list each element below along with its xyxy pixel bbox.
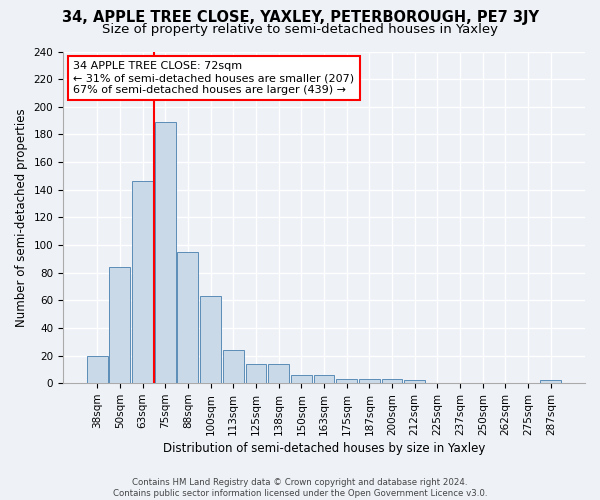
Bar [87,356,107,383]
Text: 34 APPLE TREE CLOSE: 72sqm
← 31% of semi-detached houses are smaller (207)
67% o: 34 APPLE TREE CLOSE: 72sqm ← 31% of semi… [73,62,355,94]
Bar [132,182,153,383]
Bar [314,375,334,383]
Bar [268,364,289,383]
Text: 34, APPLE TREE CLOSE, YAXLEY, PETERBOROUGH, PE7 3JY: 34, APPLE TREE CLOSE, YAXLEY, PETERBOROU… [62,10,539,25]
Bar [541,380,561,383]
Bar [245,364,266,383]
Bar [200,296,221,383]
Bar [336,379,357,383]
Bar [155,122,176,383]
Bar [404,380,425,383]
Text: Contains HM Land Registry data © Crown copyright and database right 2024.
Contai: Contains HM Land Registry data © Crown c… [113,478,487,498]
Bar [382,379,403,383]
Bar [359,379,380,383]
X-axis label: Distribution of semi-detached houses by size in Yaxley: Distribution of semi-detached houses by … [163,442,485,455]
Bar [109,267,130,383]
Text: Size of property relative to semi-detached houses in Yaxley: Size of property relative to semi-detach… [102,22,498,36]
Y-axis label: Number of semi-detached properties: Number of semi-detached properties [15,108,28,326]
Bar [291,375,312,383]
Bar [223,350,244,383]
Bar [178,252,199,383]
